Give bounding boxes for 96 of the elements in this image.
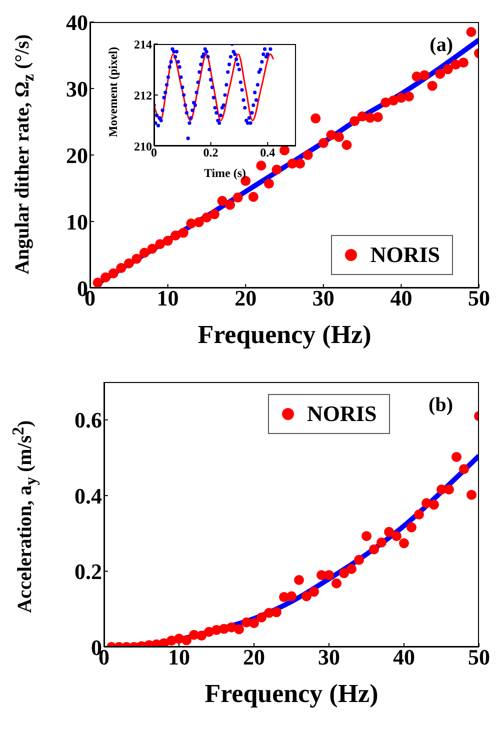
y-tick-label: 212 [134,88,152,102]
point [234,624,244,634]
point [232,192,243,203]
point [202,212,212,223]
point [442,64,453,74]
x-tick-label: 10 [156,286,179,311]
point [392,531,402,542]
y-tick-label: 10 [66,209,88,234]
x-tick-label: 20 [243,644,265,670]
point [376,538,386,548]
point [302,591,312,602]
point [369,544,379,554]
point [264,178,274,189]
point [324,570,334,580]
x-tick-label: 40 [393,644,415,670]
point [452,452,462,462]
point [116,263,126,274]
point [466,490,476,500]
point [92,278,103,288]
point [147,244,158,254]
point [256,160,266,171]
point [334,132,344,142]
point [309,586,319,597]
point [272,607,282,618]
point [384,526,394,537]
x-tick-label: 0.4 [260,146,276,160]
legend-label: NORIS [307,401,377,427]
point [108,268,118,278]
y-tick-label: 40 [66,10,88,35]
point [350,116,360,126]
point [249,618,259,628]
point [339,568,349,578]
x-tick-label: 50 [468,286,490,311]
point [444,484,454,495]
point [427,80,438,91]
point [209,209,220,220]
legend-label: NORIS [370,242,440,268]
point [388,95,398,106]
annotation: (b) [428,394,453,417]
annotation: (a) [430,34,453,57]
y-tick-label: 0.2 [74,559,102,584]
x-tick-label: 30 [312,286,334,311]
x-tick-label: 40 [390,286,412,311]
point [272,164,282,175]
point [170,230,181,240]
x-tick-label: 0.2 [203,146,218,160]
point [182,635,192,646]
point [100,272,111,282]
point [466,26,476,37]
y-tick-label: 0.6 [74,408,102,433]
point [332,578,342,588]
point [458,58,468,68]
point [132,254,142,264]
point [372,112,383,122]
point [429,500,439,510]
y-tick-label: 0.4 [74,483,102,508]
y-tick-label: 214 [134,37,152,52]
point [162,236,173,246]
point [435,68,446,79]
point [225,200,236,210]
point [406,522,416,532]
point [194,217,204,228]
x-tick-label: 50 [468,644,490,670]
point [346,564,356,574]
point [256,612,266,622]
point [280,145,290,156]
y-axis-title: Movement (pixel) [106,46,120,140]
point [248,192,258,202]
point [294,574,304,585]
point [217,196,228,206]
x-axis-title: Frequency (Hz) [204,679,380,709]
point [124,258,134,268]
point [318,138,328,148]
x-axis-title: Time (s) [202,166,248,181]
point [414,510,424,520]
point [404,91,414,102]
x-tick-label: 30 [318,644,340,670]
x-axis-title: Frequency (Hz) [196,320,372,350]
x-tick-label: 10 [168,644,190,670]
point [362,531,372,542]
point [286,591,296,602]
point [302,150,313,160]
point [196,630,206,641]
y-tick-label: 210 [134,139,152,154]
point [155,239,166,250]
point [139,248,150,258]
point [310,113,321,124]
point [420,70,430,80]
point [399,538,409,548]
point [459,464,469,474]
y-tick-label: 30 [66,76,88,102]
point [295,158,306,169]
x-tick-label: 20 [234,286,257,311]
point [354,554,364,565]
point [178,228,188,238]
point [342,140,352,150]
